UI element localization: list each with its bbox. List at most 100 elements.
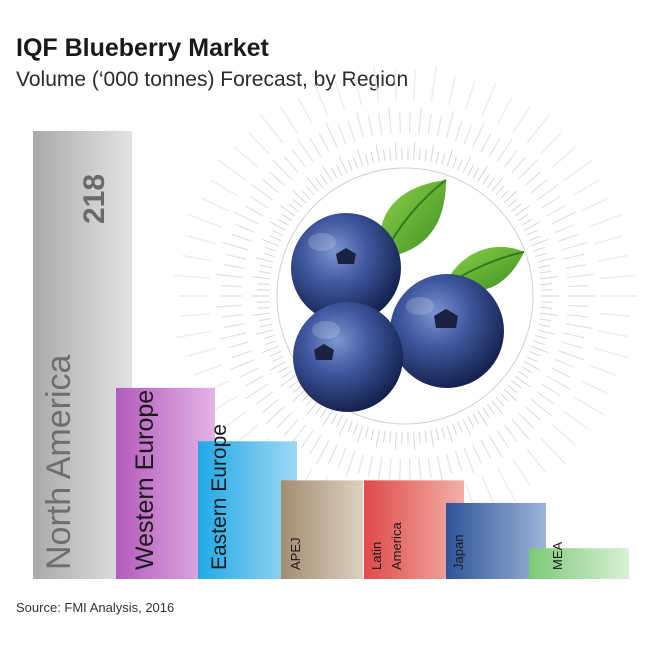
value-label-north-america: 218 <box>78 174 111 224</box>
dial-tick <box>318 132 330 153</box>
bar-apej <box>281 480 363 579</box>
dial-tick <box>467 416 475 428</box>
dial-tick <box>261 345 279 354</box>
dial-tick <box>491 400 504 415</box>
dial-tick <box>325 122 338 148</box>
bar-north-america <box>33 131 132 579</box>
dial-tick <box>451 157 458 169</box>
dial-tick <box>221 410 247 430</box>
dial-tick <box>499 189 509 200</box>
dial-tick <box>482 407 490 418</box>
dial-tick <box>297 138 314 162</box>
dial-tick <box>370 151 375 164</box>
dial-tick <box>457 421 463 433</box>
dial-tick <box>288 380 299 389</box>
dial-tick <box>259 114 284 144</box>
dial-tick <box>255 391 274 405</box>
dial-tick <box>418 106 422 134</box>
dial-tick <box>566 313 588 318</box>
dial-tick <box>588 364 617 377</box>
dial-tick <box>234 146 258 168</box>
dial-tick <box>337 447 347 468</box>
dial-tick <box>263 252 275 258</box>
dial-tick <box>523 221 541 231</box>
dial-tick <box>518 213 529 222</box>
dial-tick <box>173 274 210 280</box>
dial-tick <box>353 75 363 106</box>
dial-tick <box>322 165 333 182</box>
dial-tick <box>388 106 392 134</box>
dial-tick <box>378 113 383 135</box>
dial-tick <box>261 238 279 247</box>
dial-tick <box>597 254 628 262</box>
dial-tick <box>409 112 411 134</box>
dial-tick <box>388 458 392 480</box>
dial-tick <box>330 413 338 425</box>
dial-tick <box>472 444 482 464</box>
dial-tick <box>496 430 510 449</box>
dial-tick <box>539 270 552 274</box>
dial-tick <box>540 306 553 309</box>
dial-tick <box>536 257 555 263</box>
dial-tick <box>335 416 343 428</box>
dial-tick <box>482 174 490 185</box>
dial-tick <box>536 183 560 201</box>
dial-tick <box>210 179 238 197</box>
dial-tick <box>536 391 555 405</box>
dial-tick <box>454 450 463 472</box>
dial-tick <box>210 395 238 413</box>
dial-tick <box>394 70 397 101</box>
dial-tick <box>537 323 550 328</box>
dial-tick <box>566 273 594 279</box>
dial-tick <box>352 157 359 169</box>
dial-tick <box>521 218 532 226</box>
dial-tick <box>345 450 356 477</box>
dial-tick <box>546 375 571 390</box>
dial-tick <box>193 364 222 377</box>
dial-tick <box>462 156 472 174</box>
category-label-latin-america: Latin America <box>369 522 404 570</box>
dial-tick <box>216 273 244 279</box>
dial-tick <box>179 312 210 318</box>
dial-tick <box>533 340 545 346</box>
dial-tick <box>457 159 463 171</box>
dial-tick <box>269 221 287 231</box>
dial-tick <box>260 323 273 328</box>
dial-tick <box>315 439 330 465</box>
dial-tick <box>338 156 348 174</box>
dial-tick <box>565 264 587 269</box>
dial-tick <box>235 223 256 234</box>
dial-tick <box>265 340 277 346</box>
dial-tick <box>567 284 589 288</box>
chart-subtitle: Volume (‘000 tonnes) Forecast, by Region <box>16 68 409 91</box>
dial-tick <box>529 235 541 242</box>
dial-tick <box>435 428 440 441</box>
dial-tick <box>257 283 270 286</box>
dial-tick <box>244 204 264 217</box>
dial-tick <box>221 284 243 288</box>
dial-tick <box>278 218 289 226</box>
dial-tick <box>488 138 501 157</box>
dial-tick <box>252 312 271 316</box>
dial-tick <box>558 233 579 242</box>
dial-tick <box>280 375 296 387</box>
dial-tick <box>305 185 315 196</box>
dial-tick <box>176 330 213 339</box>
dial-tick <box>347 421 353 433</box>
dial-tick <box>551 211 576 225</box>
bar-mea <box>529 548 629 579</box>
dial-tick <box>309 435 322 454</box>
dial-tick <box>600 312 631 318</box>
dial-tick <box>330 167 338 179</box>
dial-tick <box>269 235 281 242</box>
dial-tick <box>356 112 365 139</box>
dial-tick <box>514 205 530 217</box>
dial-tick <box>463 124 473 145</box>
dial-tick <box>356 425 364 443</box>
dial-tick <box>530 398 553 417</box>
dial-tick <box>309 138 322 157</box>
dial-tick <box>370 428 375 441</box>
category-label-north-america: North America <box>40 355 78 570</box>
dial-tick <box>231 350 252 359</box>
dial-tick <box>441 426 446 439</box>
